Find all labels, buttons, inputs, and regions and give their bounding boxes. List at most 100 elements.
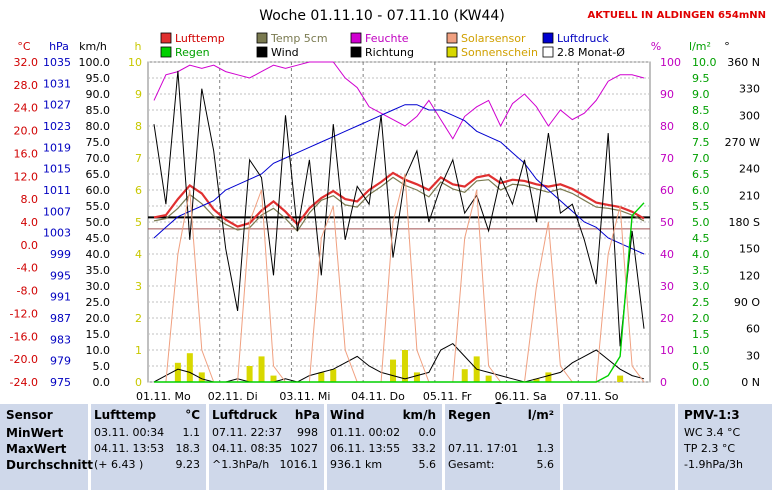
tick-label-direction: 30 (746, 349, 760, 362)
tick-label-pressure: 975 (50, 376, 71, 389)
legend-label: Lufttemp (175, 32, 225, 45)
tick-label-wind: 20.0 (86, 312, 111, 325)
legend-label: Regen (175, 46, 210, 59)
series-line-lufttemp (153, 171, 645, 228)
sunshine-bar (413, 372, 420, 382)
pressure-time: 07.11. 22:37 (212, 426, 283, 439)
tick-label-pressure: 1023 (43, 120, 71, 133)
row-label: MaxWert (6, 442, 67, 456)
tick-label-direction: 360 N (727, 56, 760, 69)
tick-label-pressure: 1007 (43, 205, 71, 218)
header-wind: Wind (330, 408, 365, 422)
tick-label-pressure: 1035 (43, 56, 71, 69)
wind-value: 0.0 (418, 426, 437, 439)
rain-time: 07.11. 17:01 (448, 442, 519, 455)
chart-title: Woche 01.11.10 - 07.11.10 (KW44) (259, 8, 505, 24)
tick-label-humidity: 10 (660, 344, 674, 357)
x-tick-label: 03.11. Mi (279, 390, 330, 403)
axis-unit-direction: ° (724, 40, 730, 53)
tick-label-temp: 16.0 (14, 147, 39, 160)
tick-label-direction: 60 (746, 323, 760, 336)
tick-label-sun: 2 (135, 312, 142, 325)
tick-label-rain: 1.0 (692, 344, 710, 357)
axis-unit-temp: °C (17, 40, 31, 53)
legend-label: Solarsensor (461, 32, 526, 45)
rain-value: 1.3 (536, 442, 555, 455)
tick-label-wind: 95.0 (86, 72, 111, 85)
pmv-value: TP 2.3 °C (684, 442, 736, 455)
tick-label-temp: -8.0 (17, 285, 38, 298)
legend-swatch (160, 32, 172, 44)
tick-label-sun: 1 (135, 344, 142, 357)
rain-value: 5.6 (536, 458, 555, 471)
sunshine-bar (174, 362, 181, 382)
tick-label-wind: 0.0 (93, 376, 111, 389)
tick-label-direction: 120 (739, 269, 760, 282)
tick-label-rain: 4.5 (692, 232, 710, 245)
tick-label-temp: -16.0 (10, 330, 38, 343)
axis-unit-sun: h (135, 40, 142, 53)
pressure-time: ^1.3hPa/h (212, 458, 270, 471)
day-marker (495, 402, 503, 404)
tick-label-temp: -24.0 (10, 376, 38, 389)
axis-unit-humidity: % (651, 40, 661, 53)
tick-label-humidity: 80 (660, 120, 674, 133)
temp-time: 03.11. 00:34 (94, 426, 165, 439)
legend-label: Luftdruck (557, 32, 609, 45)
tick-label-sun: 0 (135, 376, 142, 389)
legend-label: Sonnenschein (461, 46, 538, 59)
tick-label-temp: 8.0 (21, 193, 39, 206)
tick-label-wind: 10.0 (86, 344, 111, 357)
tick-label-direction: 270 W (725, 136, 760, 149)
tick-label-temp: 24.0 (14, 102, 39, 115)
sunshine-bar (533, 378, 540, 382)
tick-label-pressure: 979 (50, 355, 71, 368)
legend-label: Richtung (365, 46, 414, 59)
tick-label-wind: 35.0 (86, 264, 111, 277)
legend-label: 2.8 Monat-Ø (557, 46, 625, 59)
tick-label-rain: 1.5 (692, 328, 710, 341)
legend-swatch (160, 46, 172, 58)
column-separator (560, 404, 563, 490)
wind-time: 06.11. 13:55 (330, 442, 401, 455)
temp-value: 9.23 (175, 458, 201, 471)
tick-label-direction: 150 (739, 243, 760, 256)
header-sensor: Sensor (6, 408, 53, 422)
tick-label-rain: 0.0 (692, 376, 710, 389)
tick-label-wind: 60.0 (86, 184, 111, 197)
tick-label-rain: 8.5 (692, 104, 710, 117)
tick-label-pressure: 1003 (43, 227, 71, 240)
tick-label-rain: 6.0 (692, 184, 710, 197)
tick-label-direction: 180 S (729, 216, 760, 229)
sunshine-bar (617, 375, 624, 382)
series-line-feuchte (153, 61, 645, 140)
tick-label-wind: 75.0 (86, 136, 111, 149)
tick-label-humidity: 40 (660, 248, 674, 261)
tick-label-temp: 0.0 (21, 239, 39, 252)
tick-label-wind: 70.0 (86, 152, 111, 165)
legend-label: Temp 5cm (270, 32, 328, 45)
legend-swatch (446, 32, 458, 44)
legend-swatch (542, 32, 554, 44)
temp-time: (+ 6.43 ) (94, 458, 144, 471)
pressure-value: 1016.1 (279, 458, 319, 471)
temp-time: 04.11. 13:53 (94, 442, 165, 455)
tick-label-rain: 2.5 (692, 296, 710, 309)
tick-label-direction: 210 (739, 189, 760, 202)
axes: 32.028.024.020.016.012.08.04.00.0-4.0-8.… (10, 40, 760, 404)
tick-label-rain: 4.0 (692, 248, 710, 261)
tick-label-rain: 5.0 (692, 216, 710, 229)
tick-label-pressure: 983 (50, 333, 71, 346)
tick-label-temp: -20.0 (10, 353, 38, 366)
pressure-time: 04.11. 08:35 (212, 442, 283, 455)
wind-value: 5.6 (418, 458, 437, 471)
tick-label-rain: 9.0 (692, 88, 710, 101)
tick-label-wind: 80.0 (86, 120, 111, 133)
tick-label-wind: 25.0 (86, 296, 111, 309)
header-regen: Regen (448, 408, 491, 422)
tick-label-sun: 5 (135, 216, 142, 229)
tick-label-pressure: 991 (50, 291, 71, 304)
pmv-value: WC 3.4 °C (684, 426, 741, 439)
tick-label-wind: 100.0 (79, 56, 111, 69)
tick-label-rain: 7.0 (692, 152, 710, 165)
